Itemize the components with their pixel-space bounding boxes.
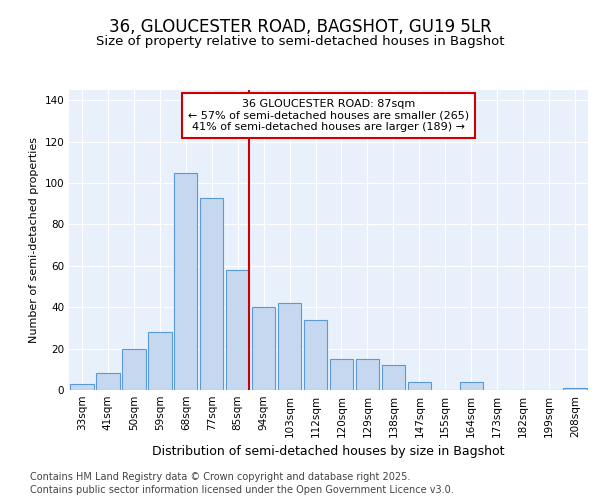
Text: 36 GLOUCESTER ROAD: 87sqm
← 57% of semi-detached houses are smaller (265)
41% of: 36 GLOUCESTER ROAD: 87sqm ← 57% of semi-… bbox=[188, 99, 469, 132]
Bar bbox=[174, 173, 197, 390]
Bar bbox=[96, 374, 119, 390]
Text: 36, GLOUCESTER ROAD, BAGSHOT, GU19 5LR: 36, GLOUCESTER ROAD, BAGSHOT, GU19 5LR bbox=[109, 18, 491, 36]
Bar bbox=[382, 365, 405, 390]
Bar bbox=[330, 359, 353, 390]
Bar bbox=[460, 382, 483, 390]
Bar bbox=[70, 384, 94, 390]
Bar bbox=[563, 388, 587, 390]
Text: Contains HM Land Registry data © Crown copyright and database right 2025.: Contains HM Land Registry data © Crown c… bbox=[30, 472, 410, 482]
Bar bbox=[200, 198, 223, 390]
X-axis label: Distribution of semi-detached houses by size in Bagshot: Distribution of semi-detached houses by … bbox=[152, 446, 505, 458]
Bar bbox=[407, 382, 431, 390]
Bar bbox=[278, 303, 301, 390]
Text: Contains public sector information licensed under the Open Government Licence v3: Contains public sector information licen… bbox=[30, 485, 454, 495]
Bar bbox=[356, 359, 379, 390]
Text: Size of property relative to semi-detached houses in Bagshot: Size of property relative to semi-detach… bbox=[96, 35, 504, 48]
Bar bbox=[304, 320, 327, 390]
Bar bbox=[122, 348, 146, 390]
Y-axis label: Number of semi-detached properties: Number of semi-detached properties bbox=[29, 137, 39, 343]
Bar bbox=[226, 270, 250, 390]
Bar bbox=[252, 307, 275, 390]
Bar bbox=[148, 332, 172, 390]
